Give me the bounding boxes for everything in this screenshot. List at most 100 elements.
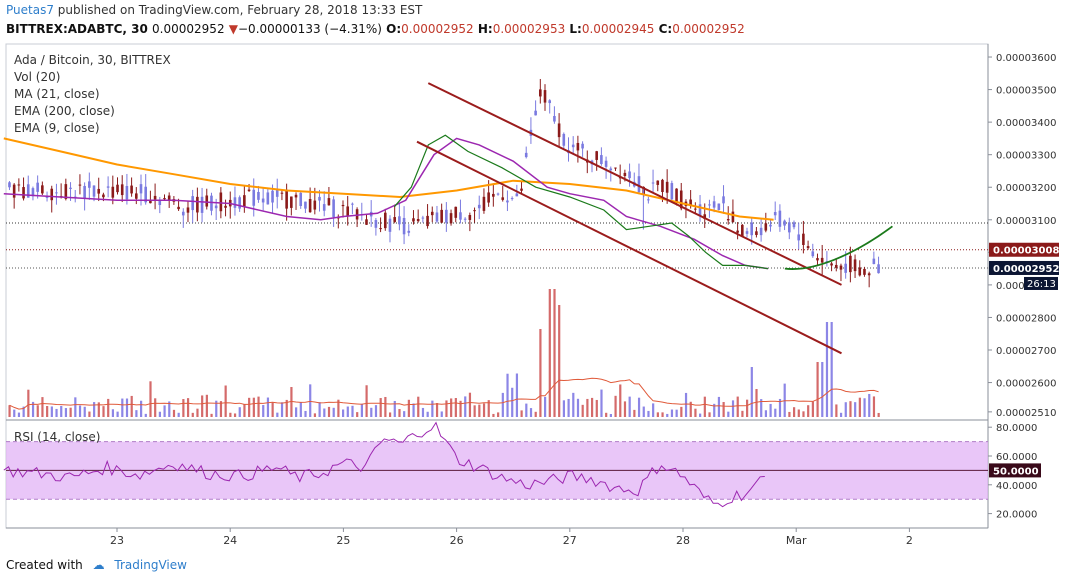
volume-bar xyxy=(121,398,124,417)
volume-bar xyxy=(816,362,819,417)
volume-bar xyxy=(877,412,880,417)
volume-bar xyxy=(482,403,486,417)
volume-bar xyxy=(398,409,401,417)
volume-bar xyxy=(196,408,199,417)
candle-body xyxy=(421,217,425,219)
volume-bar xyxy=(111,409,115,417)
change-label: −0.00000133 (−4.31%) xyxy=(238,22,382,36)
volume-bar xyxy=(125,398,129,417)
open-value: 0.00002952 xyxy=(401,22,474,36)
candle-body xyxy=(834,264,838,268)
volume-bar xyxy=(407,399,410,417)
price-tick-label: 0.00002800 xyxy=(996,313,1056,324)
candle-body xyxy=(313,200,317,210)
publish-text: published on TradingView.com, February 2… xyxy=(57,3,423,17)
countdown-bg xyxy=(1024,276,1058,290)
volume-bar xyxy=(229,412,232,417)
volume-bar xyxy=(271,402,274,417)
candle-body xyxy=(477,204,481,209)
candle-body xyxy=(769,224,772,227)
candle-body xyxy=(440,209,443,223)
volume-bar xyxy=(609,413,612,417)
price-tick-label: 0.00003100 xyxy=(996,216,1056,227)
candle-body xyxy=(543,90,547,103)
tradingview-logo-icon[interactable]: ☁ xyxy=(92,558,105,572)
candle-body xyxy=(792,222,796,228)
candle-body xyxy=(708,204,711,206)
candle-body xyxy=(97,188,101,194)
candle-body xyxy=(285,189,288,209)
last-price-label: 0.00002952 xyxy=(993,264,1059,275)
high-label-key: H: xyxy=(477,22,493,36)
candle-body xyxy=(332,199,335,218)
candle-body xyxy=(153,195,157,200)
volume-bar xyxy=(17,412,21,417)
candle-body xyxy=(407,230,411,233)
legend-title: Ada / Bitcoin, 30, BITTREX xyxy=(14,53,171,67)
candle-body xyxy=(64,184,68,199)
volume-bar xyxy=(576,398,580,417)
volume-bar xyxy=(727,411,730,417)
volume-bar xyxy=(426,411,429,417)
volume-bar xyxy=(778,398,782,417)
time-tick-label: 23 xyxy=(110,534,124,547)
volume-bar xyxy=(351,405,354,417)
legend-vol[interactable]: Vol (20) xyxy=(14,70,61,84)
volume-bar xyxy=(36,405,39,417)
volume-bar xyxy=(74,397,77,417)
publish-info: Puetas7 published on TradingView.com, Fe… xyxy=(6,3,422,17)
volume-bar xyxy=(652,403,655,417)
legend-ma21[interactable]: MA (21, close) xyxy=(14,87,100,101)
down-arrow-icon: ▼ xyxy=(228,22,238,36)
candle-body xyxy=(304,201,307,209)
candle-body xyxy=(576,142,580,151)
candle-body xyxy=(322,204,326,211)
author-link[interactable]: Puetas7 xyxy=(6,3,54,17)
price-tick-label: 0.00002510 xyxy=(996,408,1056,419)
volume-bar xyxy=(717,396,721,417)
candle-body xyxy=(102,194,105,198)
candle-body xyxy=(853,259,857,272)
price-tick-label: 0.00003400 xyxy=(996,118,1056,129)
volume-bar xyxy=(365,385,368,417)
volume-bar xyxy=(529,408,533,417)
volume-bar xyxy=(215,400,218,417)
candle-body xyxy=(55,192,58,194)
rsi-legend[interactable]: RSI (14, close) xyxy=(14,430,101,444)
time-tick-label: 2 xyxy=(906,534,913,547)
candle-body xyxy=(656,180,660,185)
candle-body xyxy=(830,263,833,266)
price-label: 0.00002952 xyxy=(152,22,225,36)
volume-bar xyxy=(548,289,551,417)
volume-bar xyxy=(384,396,387,417)
candle-body xyxy=(802,233,805,245)
candle-body xyxy=(233,197,237,208)
volume-bar xyxy=(774,408,777,417)
candle-body xyxy=(539,89,542,97)
legend-ema9[interactable]: EMA (9, close) xyxy=(14,121,100,135)
volume-bar xyxy=(567,398,570,417)
rsi-tick-label: 60.0000 xyxy=(996,452,1037,463)
candle-body xyxy=(261,198,265,203)
marked-level-label: 0.00003008 xyxy=(993,246,1059,257)
volume-bar xyxy=(802,411,805,417)
tradingview-link[interactable]: TradingView xyxy=(114,558,187,572)
rsi-tick-label: 40.0000 xyxy=(996,481,1037,492)
time-tick-label: 24 xyxy=(223,534,237,547)
candle-body xyxy=(745,231,749,234)
volume-bar xyxy=(708,412,711,417)
volume-bar xyxy=(849,401,852,417)
candle-body xyxy=(92,185,96,197)
legend-ema200[interactable]: EMA (200, close) xyxy=(14,104,115,118)
volume-bar xyxy=(821,362,824,417)
volume-bar xyxy=(379,398,382,417)
volume-bar xyxy=(356,412,359,417)
volume-bar xyxy=(304,410,307,417)
volume-bar xyxy=(628,396,631,417)
chart-legend: Ada / Bitcoin, 30, BITTREX Vol (20) MA (… xyxy=(14,52,171,137)
candle-body xyxy=(482,196,486,211)
candle-body xyxy=(135,193,138,199)
volume-bar xyxy=(600,389,603,417)
volume-bar xyxy=(487,400,490,417)
